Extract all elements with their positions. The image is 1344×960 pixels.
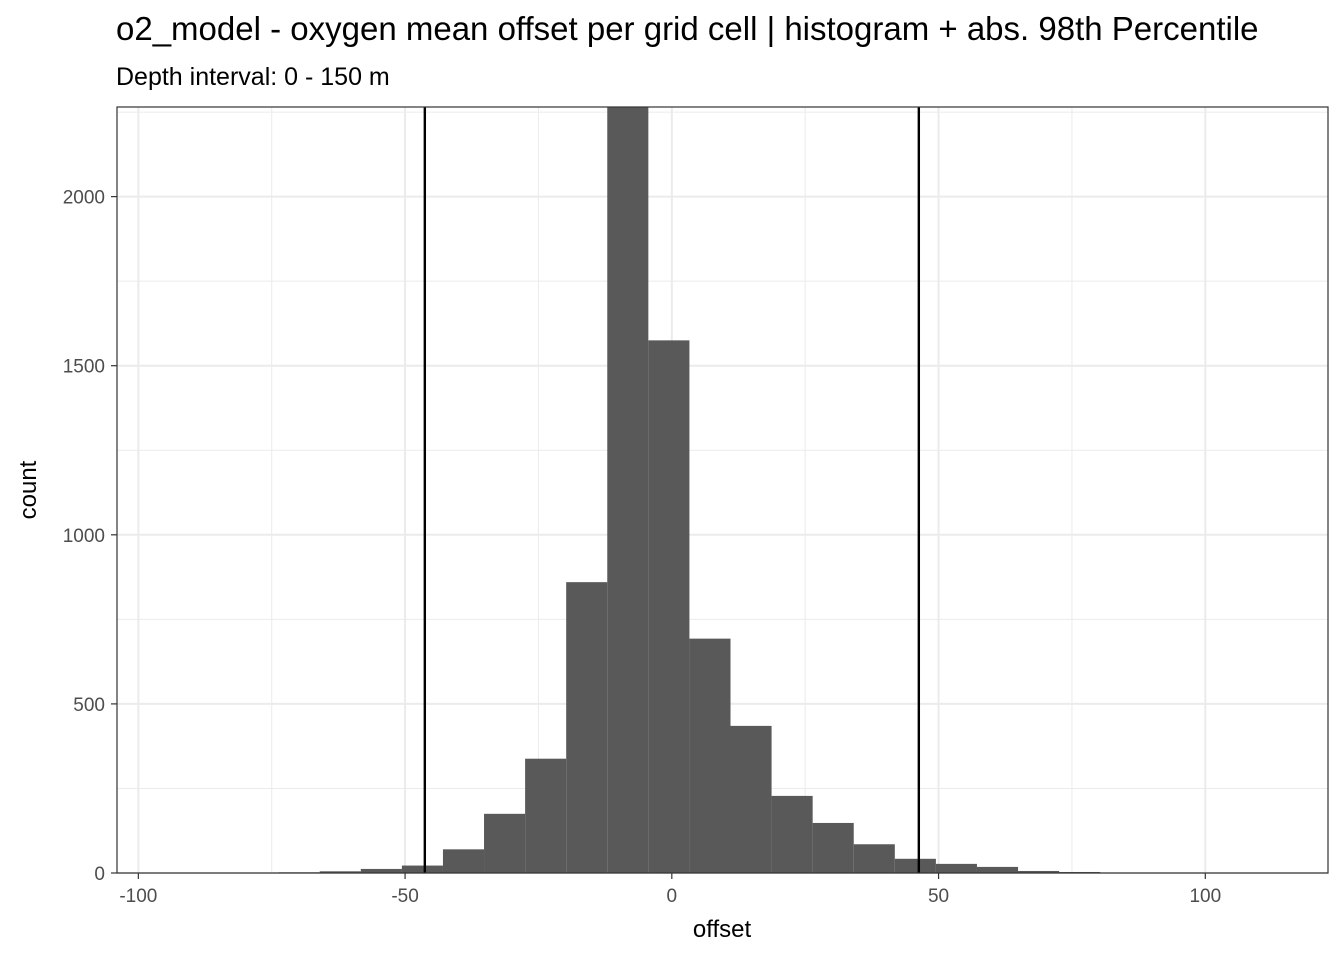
histogram-bar [853,844,895,873]
histogram-bars [278,107,1101,874]
x-tick-label: -100 [119,886,157,907]
x-axis-ticks: -100 -50 0 50 100 [119,873,1221,907]
histogram-bar [935,863,977,873]
y-tick-label: 0 [94,864,105,885]
histogram-bar [401,865,443,873]
histogram-bar [484,813,526,873]
histogram-bar [319,871,361,873]
x-axis-title: offset [693,916,752,943]
histogram-bar [976,866,1019,873]
histogram-bar [442,849,485,873]
y-axis-ticks: 0 500 1000 1500 2000 [63,188,117,885]
grid-lines [117,107,1328,874]
histogram-bar [360,868,402,873]
histogram-bar [894,858,936,873]
histogram-bar [1018,870,1060,873]
histogram-bar [648,340,690,874]
histogram-bar [689,638,731,873]
panel-border [116,106,1329,874]
y-axis-title: count [15,460,42,519]
chart-title: o2_model - oxygen mean offset per grid c… [116,10,1259,47]
x-tick-label: 50 [928,886,949,907]
y-tick-label: 1500 [63,357,105,378]
histogram-bar [525,758,567,873]
y-tick-label: 500 [73,695,105,716]
y-tick-label: 1000 [63,526,105,547]
chart-subtitle: Depth interval: 0 - 150 m [116,63,390,91]
percentile-lines [423,107,921,873]
histogram-bar [771,795,813,873]
x-tick-label: 100 [1189,886,1221,907]
histogram-bar [812,822,854,873]
histogram-bar [566,582,608,873]
x-tick-label: 0 [667,886,678,907]
histogram-bar [730,725,772,873]
histogram-bar [607,107,649,873]
y-tick-label: 2000 [63,188,105,209]
x-tick-label: -50 [391,886,418,907]
